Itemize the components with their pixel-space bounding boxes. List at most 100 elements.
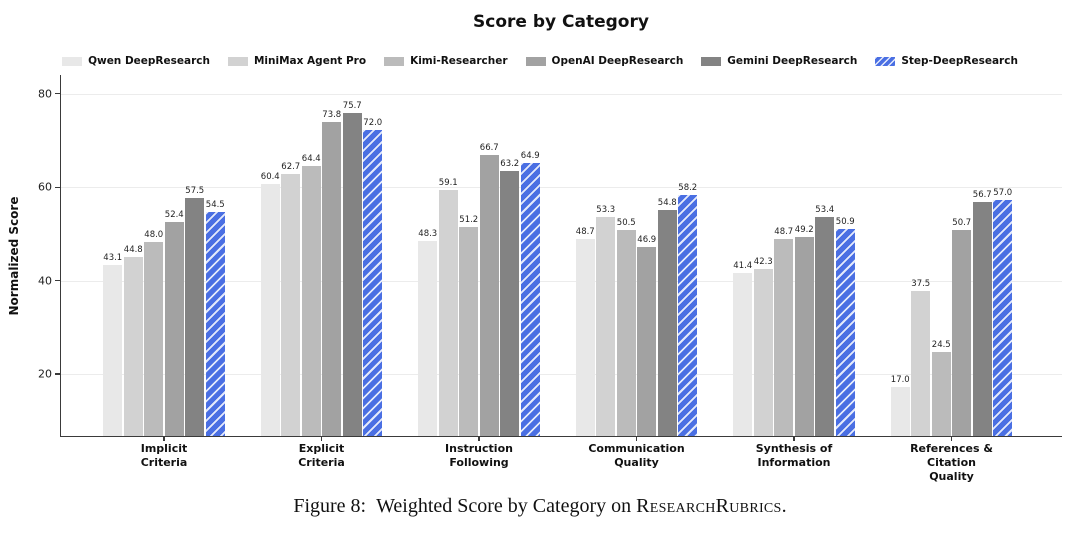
bar: 48.7 bbox=[575, 227, 595, 436]
bar: 52.4 bbox=[164, 210, 184, 436]
bar-group-4: 48.7 53.3 50.5 46.9 54.8 58.2 bbox=[575, 75, 698, 436]
bar: 66.7 bbox=[479, 143, 499, 436]
caption-figure-number: Figure 8: bbox=[293, 495, 367, 517]
bar: 63.2 bbox=[500, 159, 520, 436]
category-label-5: Synthesis of Information bbox=[755, 442, 833, 469]
legend-swatch-icon bbox=[701, 56, 722, 66]
bar: 17.0 bbox=[890, 375, 910, 436]
bar: 37.5 bbox=[911, 279, 931, 436]
y-tick-mark bbox=[55, 93, 60, 95]
bar: 62.7 bbox=[281, 162, 301, 436]
figure-caption: Figure 8: Weighted Score by Category on R… bbox=[0, 495, 1080, 518]
bar: 51.2 bbox=[459, 215, 479, 436]
bar: 57.0 bbox=[993, 188, 1013, 436]
caption-period: . bbox=[781, 495, 787, 517]
bar-value-label: 62.7 bbox=[281, 161, 301, 172]
bar: 57.5 bbox=[185, 186, 205, 436]
legend-swatch-icon bbox=[525, 56, 546, 66]
bar-value-label: 54.8 bbox=[657, 198, 677, 209]
legend-item-5: Gemini DeepResearch bbox=[701, 55, 857, 67]
legend-label: Gemini DeepResearch bbox=[727, 55, 858, 67]
category-label-2: Explicit Criteria bbox=[298, 442, 345, 469]
bar-value-label: 75.7 bbox=[342, 100, 362, 111]
legend-swatch-icon bbox=[227, 56, 248, 66]
bar-value-label: 50.7 bbox=[952, 217, 972, 228]
legend-label: Kimi-Researcher bbox=[410, 55, 508, 67]
bar-value-label: 42.3 bbox=[753, 256, 773, 267]
gridline-40 bbox=[61, 280, 1062, 282]
y-tick-label: 60 bbox=[38, 180, 52, 194]
bar: 64.4 bbox=[301, 154, 321, 436]
bar-value-label: 59.1 bbox=[438, 178, 458, 189]
bar-value-label: 50.9 bbox=[835, 216, 855, 227]
bar-value-label: 43.1 bbox=[103, 253, 123, 264]
bar-group-1: 43.1 44.8 48.0 52.4 57.5 54.5 bbox=[103, 75, 225, 436]
bar: 54.5 bbox=[205, 200, 225, 436]
legend-swatch-icon bbox=[384, 56, 405, 66]
x-tick-mark bbox=[320, 436, 323, 441]
chart-title: Score by Category bbox=[473, 12, 649, 32]
bar: 43.1 bbox=[103, 253, 123, 436]
legend-label: Qwen DeepResearch bbox=[88, 55, 210, 67]
category-label-1: Implicit Criteria bbox=[140, 442, 188, 469]
bar: 58.2 bbox=[678, 183, 698, 436]
bar-group-6: 17.0 37.5 24.5 50.7 56.7 57.0 bbox=[890, 75, 1013, 436]
bar-value-label: 46.9 bbox=[637, 235, 657, 246]
bar: 24.5 bbox=[931, 340, 951, 436]
bar-value-label: 51.2 bbox=[459, 215, 479, 226]
bar-value-label: 48.3 bbox=[418, 228, 438, 239]
bar: 59.1 bbox=[438, 178, 458, 436]
bar-group-2: 60.4 62.7 64.4 73.8 75.7 72.0 bbox=[260, 75, 383, 436]
bar-value-label: 49.2 bbox=[794, 224, 814, 235]
legend-item-1: Qwen DeepResearch bbox=[62, 55, 210, 67]
bar: 48.3 bbox=[418, 229, 438, 436]
y-tick-label: 40 bbox=[38, 274, 52, 288]
x-tick-mark bbox=[635, 436, 638, 441]
bar-group-5: 41.4 42.3 48.7 49.2 53.4 50.9 bbox=[733, 75, 855, 436]
legend-swatch-icon bbox=[875, 56, 896, 66]
bar-value-label: 60.4 bbox=[260, 172, 280, 183]
bar: 64.9 bbox=[520, 151, 540, 436]
bar-group-3: 48.3 59.1 51.2 66.7 63.2 64.9 bbox=[418, 75, 540, 436]
bar-value-label: 48.0 bbox=[144, 230, 164, 241]
bar: 50.9 bbox=[835, 217, 855, 436]
legend-item-6: Step-DeepResearch bbox=[875, 55, 1018, 67]
category-label-6: References & Citation Quality bbox=[910, 442, 993, 483]
y-tick-mark bbox=[55, 186, 60, 188]
bar: 53.4 bbox=[815, 205, 835, 436]
bar-value-label: 17.0 bbox=[890, 374, 910, 385]
plot-area: 20 40 60 80 43.1 44.8 48.0 52.4 57.5 54.5 Implicit… bbox=[38, 75, 1062, 483]
category-label-3: Instruction Following bbox=[445, 442, 513, 469]
bar: 48.7 bbox=[774, 227, 794, 436]
legend-label: MiniMax Agent Pro bbox=[253, 55, 367, 67]
bar-value-label: 41.4 bbox=[733, 260, 753, 271]
bar-value-label: 57.0 bbox=[993, 188, 1013, 199]
bar: 75.7 bbox=[342, 101, 362, 436]
bar-value-label: 73.8 bbox=[322, 109, 342, 120]
legend-item-3: Kimi-Researcher bbox=[384, 55, 508, 67]
caption-text: Weighted Score by Category on bbox=[376, 495, 632, 517]
bar-value-label: 66.7 bbox=[479, 142, 499, 153]
bar-value-label: 58.2 bbox=[678, 182, 698, 193]
bar-value-label: 64.9 bbox=[520, 151, 540, 162]
bar-value-label: 53.4 bbox=[815, 204, 835, 215]
category-label-4: Communication Quality bbox=[588, 442, 685, 469]
bar: 54.8 bbox=[657, 198, 677, 436]
legend: Qwen DeepResearch MiniMax Agent Pro Kimi-R… bbox=[0, 55, 1080, 67]
bar-value-label: 24.5 bbox=[931, 339, 951, 350]
bar-value-label: 48.7 bbox=[575, 226, 595, 237]
gridline-60 bbox=[61, 187, 1062, 189]
bar-value-label: 64.4 bbox=[301, 153, 321, 164]
legend-swatch-icon bbox=[62, 56, 83, 66]
bar-value-label: 50.5 bbox=[616, 218, 636, 229]
y-tick-label: 80 bbox=[38, 87, 52, 101]
legend-item-4: OpenAI DeepResearch bbox=[525, 55, 683, 67]
x-tick-mark bbox=[793, 436, 795, 441]
bar: 50.5 bbox=[616, 218, 636, 436]
legend-label: Step-DeepResearch bbox=[901, 55, 1018, 67]
bar: 53.3 bbox=[596, 205, 616, 436]
x-tick-mark bbox=[950, 436, 953, 441]
bar-value-label: 53.3 bbox=[596, 205, 616, 216]
y-tick-mark bbox=[55, 373, 60, 375]
